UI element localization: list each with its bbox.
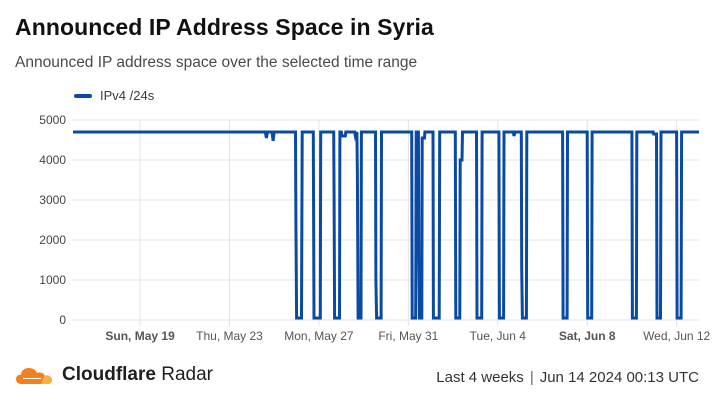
legend-swatch: [74, 93, 92, 98]
brand-name-light: Radar: [161, 364, 213, 385]
chart-subtitle: Announced IP address space over the sele…: [15, 54, 418, 71]
x-tick-label: Wed, Jun 12: [643, 329, 710, 343]
y-tick-label: 5000: [39, 113, 66, 127]
x-tick-label: Tue, Jun 4: [470, 329, 527, 343]
time-range: Last 4 weeks: [436, 369, 524, 386]
x-tick-label: Sat, Jun 8: [559, 329, 616, 343]
y-tick-label: 4000: [39, 153, 66, 167]
timestamp: Jun 14 2024 00:13 UTC: [539, 369, 699, 386]
x-tick-label: Fri, May 31: [378, 329, 438, 343]
legend-label: IPv4 /24s: [100, 88, 155, 103]
x-tick-label: Mon, May 27: [284, 329, 354, 343]
y-tick-label: 2000: [39, 233, 66, 247]
brand-name: Cloudflare Radar: [62, 364, 213, 386]
y-tick-label: 1000: [39, 273, 66, 287]
x-tick-label: Thu, May 23: [196, 329, 263, 343]
legend[interactable]: IPv4 /24s: [74, 88, 154, 103]
cloudflare-radar-logo[interactable]: Cloudflare Radar: [14, 364, 213, 386]
y-tick-label: 0: [59, 313, 66, 327]
y-tick-label: 3000: [39, 193, 66, 207]
brand-name-bold: Cloudflare: [62, 364, 156, 385]
separator: |: [529, 369, 534, 386]
chart-title: Announced IP Address Space in Syria: [15, 14, 434, 40]
footer-meta: Last 4 weeks | Jun 14 2024 00:13 UTC: [436, 369, 699, 386]
series-line: [73, 130, 699, 320]
cloudflare-cloud-icon: [16, 368, 53, 384]
x-tick-label: Sun, May 19: [105, 329, 175, 343]
